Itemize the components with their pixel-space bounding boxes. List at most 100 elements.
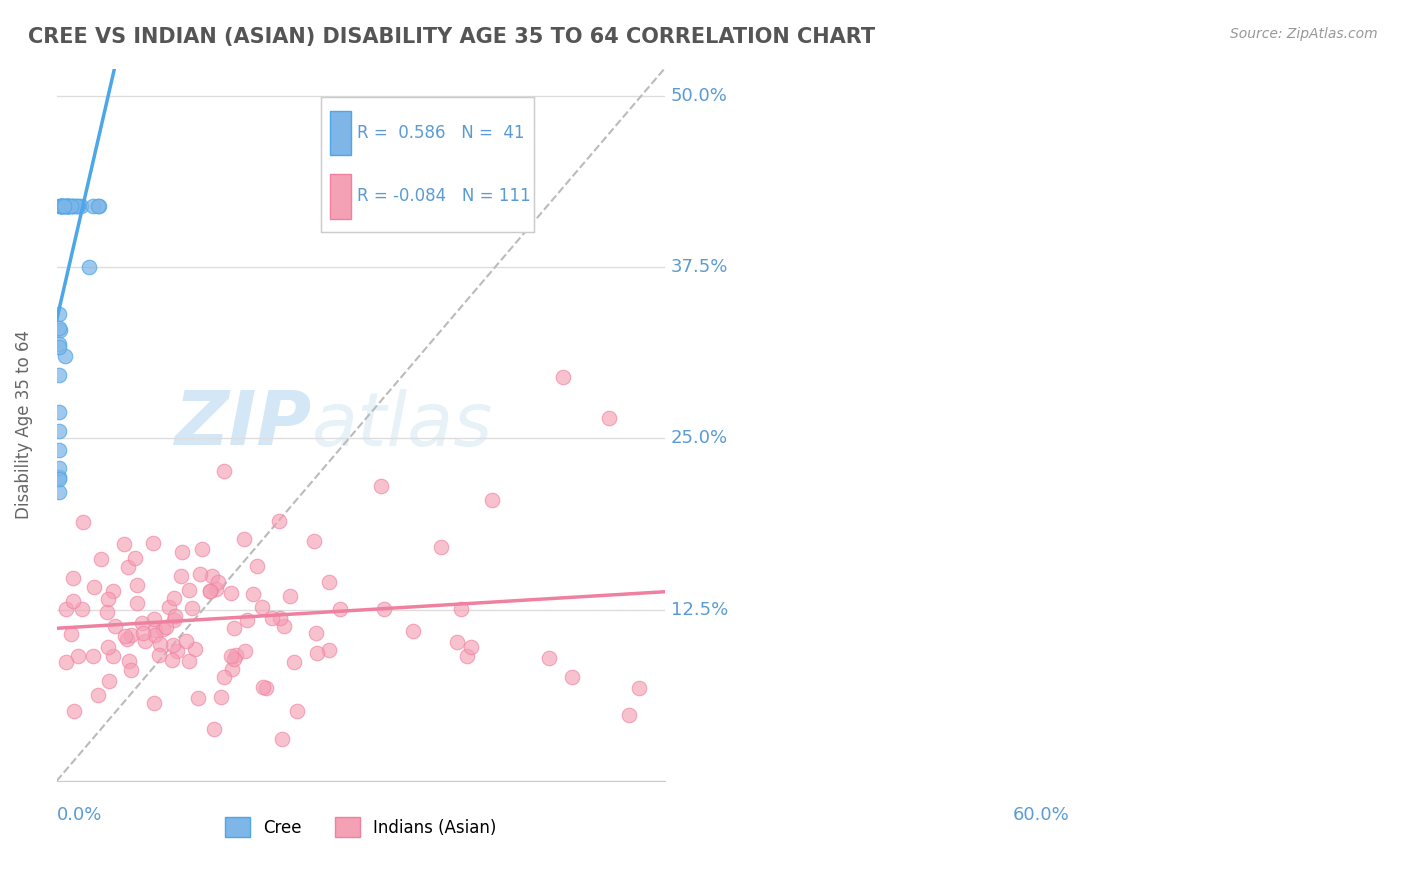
Point: [55, 198, 77, 212]
Y-axis label: Disability Age 35 to 64: Disability Age 35 to 64: [15, 330, 32, 519]
Point: [48, 484, 70, 499]
Legend: Cree, Indians (Asian): Cree, Indians (Asian): [218, 810, 503, 844]
Point: [553, 369, 575, 384]
Point: [236, 613, 259, 627]
Point: [66, 648, 89, 663]
Point: [285, 704, 308, 718]
Point: [177, 582, 200, 597]
Text: 60.0%: 60.0%: [1014, 806, 1070, 824]
Point: [48, 340, 70, 354]
Point: [166, 644, 188, 658]
Point: [63, 705, 86, 719]
Point: [225, 648, 247, 663]
Point: [70, 602, 93, 616]
Point: [370, 479, 392, 493]
Point: [89, 198, 111, 212]
Point: [157, 599, 180, 614]
Point: [48, 405, 70, 419]
Point: [200, 584, 222, 599]
Point: [219, 648, 242, 663]
Point: [174, 633, 197, 648]
Point: [104, 618, 127, 632]
Point: [52, 198, 75, 212]
Point: [82, 648, 104, 663]
Point: [628, 681, 651, 695]
Text: CREE VS INDIAN (ASIAN) DISABILITY AGE 35 TO 64 CORRELATION CHART: CREE VS INDIAN (ASIAN) DISABILITY AGE 35…: [28, 27, 876, 46]
Text: atlas: atlas: [312, 389, 494, 461]
Point: [48, 307, 70, 321]
Point: [131, 625, 153, 640]
Point: [162, 638, 184, 652]
Point: [86, 198, 108, 212]
Point: [97, 640, 120, 654]
Point: [48, 470, 70, 484]
Point: [62, 570, 84, 584]
Point: [222, 652, 245, 666]
Point: [302, 533, 325, 548]
Point: [270, 732, 292, 747]
Point: [373, 601, 395, 615]
Point: [62, 594, 84, 608]
Point: [254, 681, 277, 696]
Point: [184, 641, 207, 656]
Point: [450, 602, 472, 616]
Point: [120, 663, 142, 677]
Point: [181, 601, 204, 615]
Point: [163, 591, 186, 606]
Point: [65, 198, 87, 212]
Point: [446, 635, 468, 649]
Point: [222, 621, 245, 635]
Point: [305, 646, 328, 660]
Point: [305, 626, 328, 640]
Point: [430, 541, 453, 555]
Point: [82, 198, 104, 212]
Text: 0.0%: 0.0%: [56, 806, 103, 824]
Point: [278, 589, 301, 603]
Point: [162, 653, 184, 667]
Point: [98, 674, 121, 689]
Point: [233, 643, 256, 657]
Point: [67, 198, 90, 212]
Text: ZIP: ZIP: [174, 388, 312, 461]
Text: 37.5%: 37.5%: [671, 258, 728, 277]
Point: [124, 551, 146, 566]
Point: [148, 648, 170, 662]
Point: [209, 690, 232, 704]
Point: [66, 198, 89, 212]
Point: [170, 568, 193, 582]
Point: [250, 600, 273, 615]
Point: [191, 541, 214, 556]
Point: [163, 613, 186, 627]
Point: [56, 198, 79, 212]
Point: [60, 198, 83, 212]
Point: [179, 654, 201, 668]
Point: [55, 602, 77, 616]
Point: [273, 619, 295, 633]
Point: [201, 569, 224, 583]
Point: [48, 320, 70, 334]
Point: [56, 198, 79, 212]
Point: [537, 651, 560, 665]
Point: [53, 349, 76, 363]
Point: [187, 690, 209, 705]
Point: [52, 198, 75, 212]
Point: [242, 587, 264, 601]
Point: [97, 591, 120, 606]
Point: [561, 671, 583, 685]
Point: [402, 624, 425, 639]
Point: [56, 198, 79, 212]
Point: [117, 560, 139, 574]
Point: [49, 198, 72, 212]
Point: [481, 493, 503, 508]
Point: [207, 575, 229, 590]
Point: [460, 640, 482, 654]
Point: [260, 611, 283, 625]
Point: [267, 514, 290, 528]
Point: [143, 628, 166, 642]
Point: [49, 198, 72, 212]
Point: [131, 616, 153, 631]
Point: [48, 472, 70, 486]
Text: 12.5%: 12.5%: [671, 600, 728, 619]
Point: [143, 612, 166, 626]
Point: [152, 622, 174, 636]
